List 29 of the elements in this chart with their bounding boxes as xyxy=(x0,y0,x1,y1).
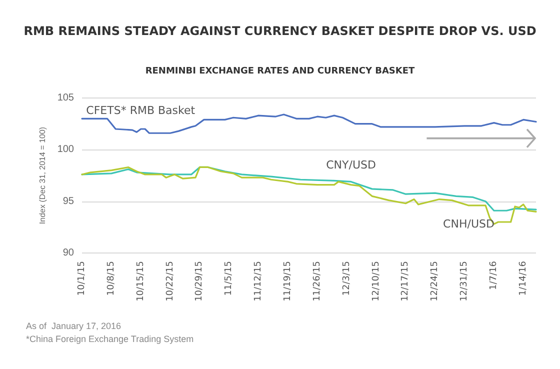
series-label: CNY/USD xyxy=(326,158,376,172)
x-tick-label: 10/8/15 xyxy=(106,261,116,296)
x-tick-label: 10/29/15 xyxy=(194,261,205,302)
x-tick-label: 10/15/15 xyxy=(136,261,146,302)
x-tick-label: 12/24/15 xyxy=(430,261,440,302)
chart-subtitle: RENMINBI EXCHANGE RATES AND CURRENCY BASKET xyxy=(145,66,416,76)
x-tick-label: 11/12/15 xyxy=(254,261,264,302)
chart-title: RMB REMAINS STEADY AGAINST CURRENCY BASKET DESPITE DROP VS. USD xyxy=(24,24,536,38)
x-tick-label: 11/5/15 xyxy=(224,261,234,296)
x-tick-label: 10/1/15 xyxy=(77,261,87,296)
text: *China Foreign Exchange Trading System xyxy=(26,333,194,346)
y-tick-label: 100 xyxy=(57,144,74,156)
y-axis-title: Index (Dec 31, 2014 = 100) xyxy=(38,126,47,224)
x-tick-label: 11/26/15 xyxy=(312,261,322,302)
y-tick-label: 95 xyxy=(62,196,74,207)
series-label: CNH/USD xyxy=(443,217,494,230)
x-tick-label: 12/10/15 xyxy=(371,261,382,302)
x-tick-label: 11/19/15 xyxy=(282,261,293,302)
series-label: CFETS* RMB Basket xyxy=(86,104,196,117)
text: As of January 17, 2016 xyxy=(26,320,122,333)
x-tick-label: 12/17/15 xyxy=(400,261,411,302)
x-tick-label: 12/3/15 xyxy=(342,261,352,296)
x-tick-label: 10/22/15 xyxy=(165,261,176,302)
x-tick-label: 1/7/16 xyxy=(488,260,499,290)
line-series xyxy=(81,114,537,134)
y-tick-label: 90 xyxy=(62,248,74,258)
y-tick-label: 105 xyxy=(57,92,74,104)
x-tick-label: 12/31/15 xyxy=(460,261,470,302)
x-tick-label: 1/14/16 xyxy=(518,260,528,296)
